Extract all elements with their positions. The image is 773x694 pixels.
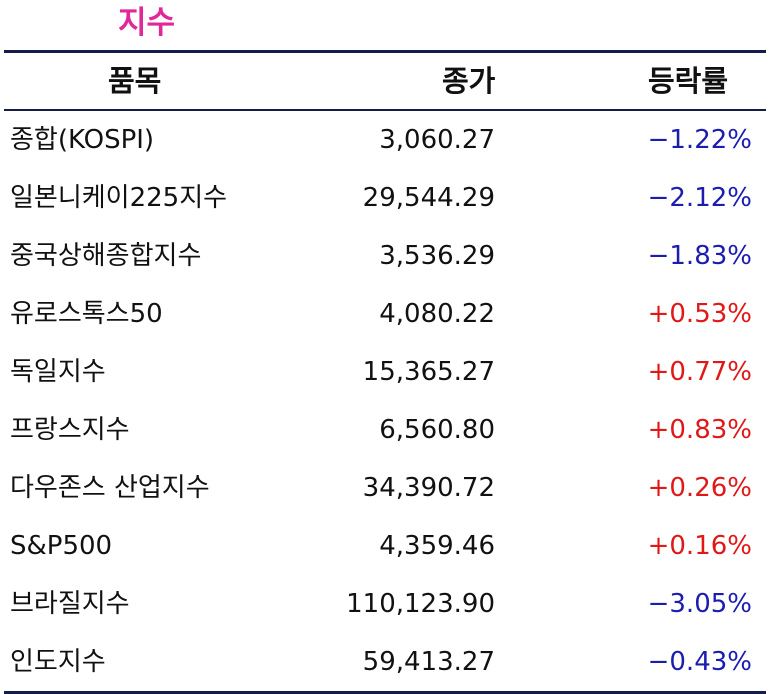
index-name: 종합(KOSPI)	[10, 125, 155, 155]
index-change: −2.12%	[647, 183, 752, 213]
table-row: 독일지수 15,365.27 +0.77%	[4, 343, 766, 401]
table-row: S&P500 4,359.46 +0.16%	[4, 517, 766, 575]
index-change: +0.16%	[647, 531, 752, 561]
table-row: 종합(KOSPI) 3,060.27 −1.22%	[4, 111, 766, 169]
index-name: 프랑스지수	[10, 415, 130, 445]
table-row: 일본니케이225지수 29,544.29 −2.12%	[4, 169, 766, 227]
index-close: 29,544.29	[362, 183, 495, 213]
index-close: 3,536.29	[379, 241, 495, 271]
column-header-change: 등락률	[648, 64, 729, 98]
index-change: +0.26%	[647, 473, 752, 503]
index-table: 품목 종가 등락률 종합(KOSPI) 3,060.27 −1.22% 일본니케…	[4, 50, 766, 694]
index-change: +0.83%	[647, 415, 752, 445]
index-close: 4,359.46	[379, 531, 495, 561]
column-header-name: 품목	[108, 64, 162, 98]
index-close: 34,390.72	[362, 473, 495, 503]
index-change: +0.53%	[647, 299, 752, 329]
index-name: 유로스톡스50	[10, 299, 163, 329]
index-close: 3,060.27	[379, 125, 495, 155]
index-change: −0.43%	[647, 647, 752, 677]
index-name: 중국상해종합지수	[10, 241, 202, 271]
index-name: 인도지수	[10, 647, 106, 677]
index-close: 4,080.22	[379, 299, 495, 329]
index-name: 독일지수	[10, 357, 106, 387]
column-header-close: 종가	[442, 64, 496, 98]
table-row: 중국상해종합지수 3,536.29 −1.83%	[4, 227, 766, 285]
table-top-rule	[4, 50, 766, 53]
index-name: S&P500	[10, 531, 113, 561]
index-change: +0.77%	[647, 357, 752, 387]
index-name: 브라질지수	[10, 589, 130, 619]
index-close: 59,413.27	[362, 647, 495, 677]
table-row: 유로스톡스50 4,080.22 +0.53%	[4, 285, 766, 343]
table-row: 다우존스 산업지수 34,390.72 +0.26%	[4, 459, 766, 517]
table-row: 프랑스지수 6,560.80 +0.83%	[4, 401, 766, 459]
index-close: 15,365.27	[362, 357, 495, 387]
index-name: 다우존스 산업지수	[10, 473, 210, 503]
index-change: −1.83%	[647, 241, 752, 271]
index-change: −1.22%	[647, 125, 752, 155]
page-title: 지수	[118, 5, 176, 41]
index-name: 일본니케이225지수	[10, 183, 228, 213]
table-row: 브라질지수 110,123.90 −3.05%	[4, 575, 766, 633]
index-change: −3.05%	[647, 589, 752, 619]
index-close: 6,560.80	[379, 415, 495, 445]
index-close: 110,123.90	[346, 589, 495, 619]
table-row: 인도지수 59,413.27 −0.43%	[4, 633, 766, 691]
table-header: 품목 종가 등락률	[4, 53, 766, 111]
